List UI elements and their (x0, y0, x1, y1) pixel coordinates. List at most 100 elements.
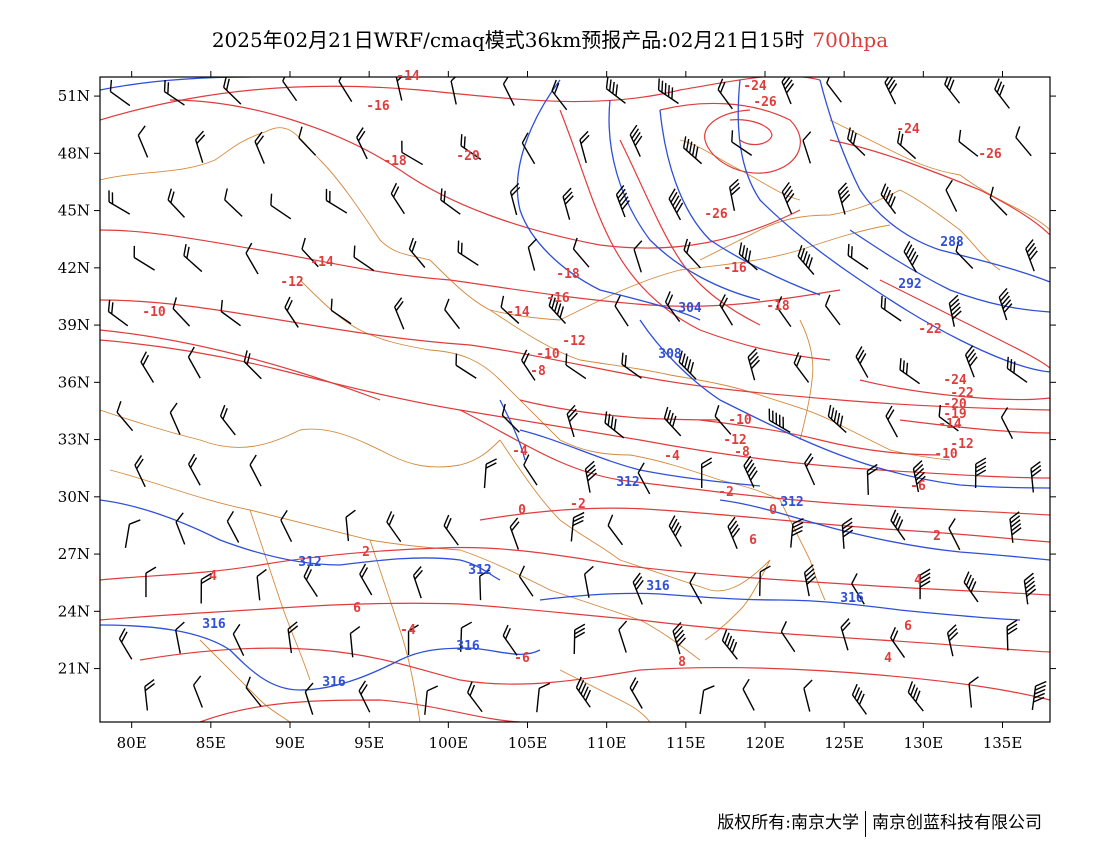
isotherm-label: -19 (943, 407, 966, 422)
wind-barb (338, 77, 353, 102)
wind-barb (841, 517, 854, 549)
wind-barb (118, 628, 133, 660)
wind-barb (394, 297, 405, 330)
wind-barb (124, 519, 141, 548)
wind-barb (443, 514, 459, 546)
isotherm-label: -8 (734, 445, 750, 460)
border-lines (100, 119, 1050, 722)
wind-barb (989, 186, 1008, 216)
wind-barb (401, 140, 424, 166)
wind-barb (851, 573, 865, 605)
isotherm-label: 8 (678, 655, 686, 670)
isotherm-label: -26 (704, 207, 728, 222)
wind-barb (747, 348, 760, 381)
wind-barb (1030, 461, 1042, 493)
wind-barb (565, 353, 587, 380)
wind-barb (573, 623, 586, 655)
height-label: 312 (468, 563, 491, 578)
wind-barb (1006, 356, 1028, 383)
wind-barb (518, 565, 534, 597)
wind-barb (903, 240, 919, 273)
wind-barb (776, 296, 792, 328)
isotherm-label: -22 (918, 322, 941, 337)
wind-barb (502, 624, 518, 656)
wind-barb (408, 237, 426, 268)
isotherm-label: 0 (518, 503, 526, 518)
wind-barb (880, 295, 902, 322)
wind-barb (440, 188, 461, 215)
wind-barb (1000, 407, 1014, 440)
isotherm-label: -18 (556, 267, 580, 282)
company-text: 南京创蓝科技有限公司 (872, 813, 1042, 833)
wind-barb (145, 566, 157, 598)
height-label: 308 (658, 347, 682, 362)
wind-barb (1031, 680, 1047, 711)
wind-barb (501, 403, 520, 433)
wind-barb (390, 182, 405, 215)
wind-barb (144, 678, 155, 711)
wind-barb (254, 131, 265, 164)
wind-barb (407, 624, 419, 656)
wind-barb (781, 181, 795, 215)
isotherm-label: -22 (950, 386, 973, 401)
wind-barb (270, 193, 292, 220)
wind-barb (249, 454, 262, 487)
isotherm-label: 6 (904, 619, 912, 634)
isotherms (100, 77, 1050, 722)
wind-barb (998, 287, 1013, 321)
wind-barb (455, 353, 477, 379)
lon-label: 100E (429, 734, 469, 752)
isotherm-label: -2 (718, 485, 734, 500)
copyright-text: 版权所有:南京大学 (717, 813, 859, 833)
isotherm-label: 2 (362, 545, 370, 560)
wind-barb (824, 294, 841, 326)
wind-barb (672, 622, 687, 655)
footer-divider (865, 810, 866, 837)
wind-barb (968, 676, 979, 708)
wind-barb (412, 566, 423, 599)
wind-barb (938, 404, 959, 432)
wind-barb (803, 679, 813, 712)
lon-label: 120E (745, 734, 785, 752)
wind-barb (974, 457, 987, 488)
wind-barb (167, 188, 186, 218)
wind-barb (358, 680, 371, 713)
wind-barb (896, 131, 917, 160)
wind-barb (1006, 619, 1018, 651)
wind-barb (847, 243, 869, 270)
lat-label: 42N (58, 259, 90, 277)
wind-barb (1023, 572, 1037, 605)
lon-label: 85E (196, 734, 226, 752)
wind-barb (742, 678, 755, 711)
wind-barb (919, 568, 931, 600)
wind-barb (133, 245, 155, 271)
wind-barb (304, 682, 314, 715)
height-label: 304 (678, 301, 702, 316)
isotherm-label: -18 (383, 154, 407, 169)
wind-barbs (107, 77, 1047, 715)
wind-barb (282, 77, 298, 102)
isotherm-label: -24 (896, 122, 920, 137)
wind-barb (790, 517, 804, 548)
wind-barb (890, 627, 906, 658)
wind-barb (1015, 126, 1032, 157)
lon-label: 105E (508, 734, 548, 752)
wind-barb (444, 298, 461, 330)
wind-barb (226, 510, 240, 543)
height-labels: 288 292 304 308 312 312 312 312 316 316 316 316 316 (202, 235, 964, 690)
height-label: 316 (456, 639, 480, 654)
wind-barb (683, 238, 701, 269)
wind-barb (483, 458, 497, 489)
wind-barb (963, 571, 979, 603)
wind-barb (797, 245, 815, 275)
wind-barb (632, 572, 644, 605)
wind-barb (500, 295, 520, 324)
wind-barb (780, 620, 796, 653)
wind-barb (450, 77, 461, 105)
wind-barb (345, 509, 356, 542)
wind-barb (803, 564, 817, 597)
wind-barb (200, 572, 212, 604)
wind-barb (572, 237, 590, 268)
height-label: 312 (298, 555, 321, 570)
lon-label: 135E (983, 734, 1023, 752)
